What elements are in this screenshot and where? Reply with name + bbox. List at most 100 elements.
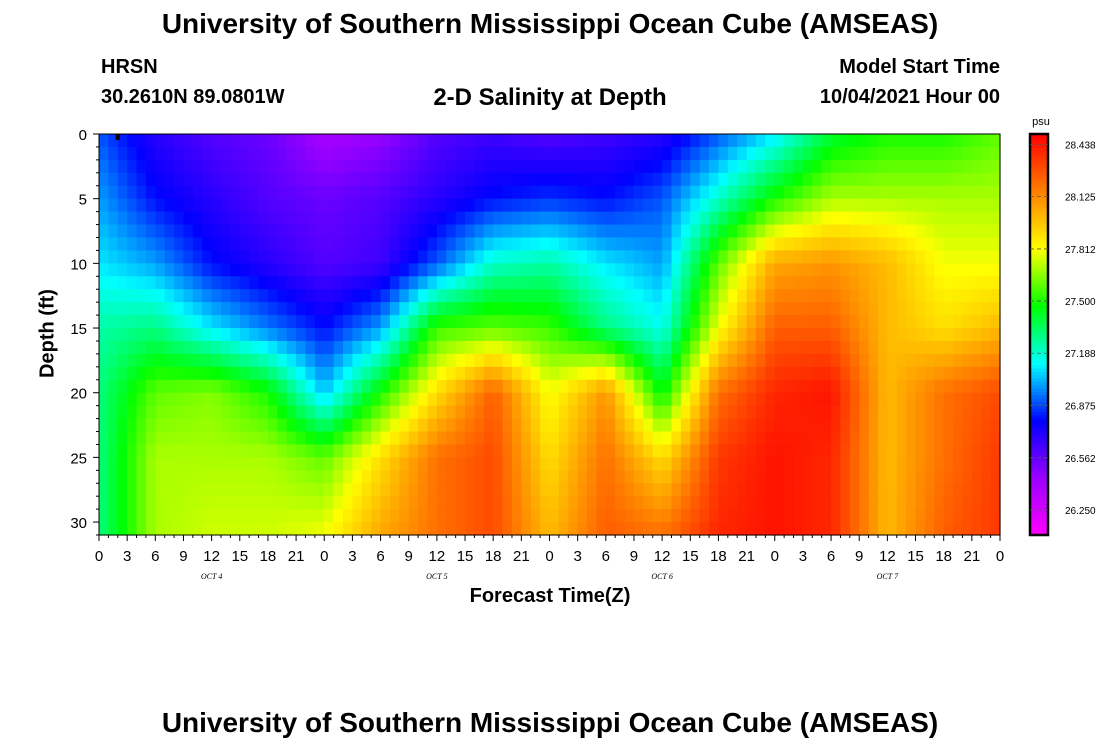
heatmap-cell: [774, 224, 785, 239]
heatmap-cell: [971, 237, 982, 252]
heatmap-cell: [859, 509, 870, 523]
heatmap-cell: [765, 263, 776, 277]
heatmap-cell: [436, 159, 447, 174]
heatmap-cell: [493, 134, 504, 148]
heatmap-cell: [117, 263, 128, 277]
heatmap-cell: [511, 470, 522, 484]
heatmap-cell: [906, 457, 917, 471]
heatmap-cell: [633, 302, 644, 316]
heatmap-cell: [183, 276, 194, 290]
heatmap-cell: [755, 328, 766, 342]
heatmap-cell: [502, 457, 513, 471]
heatmap-cell: [305, 250, 316, 264]
heatmap-cell: [605, 470, 616, 484]
heatmap-cell: [164, 211, 175, 226]
heatmap-cell: [784, 276, 795, 290]
heatmap-cell: [633, 392, 644, 407]
heatmap-cell: [314, 340, 325, 355]
heatmap-cell: [258, 328, 269, 342]
heatmap-cell: [155, 224, 166, 239]
heatmap-cell: [493, 302, 504, 316]
heatmap-cell: [840, 366, 851, 381]
heatmap-cell: [859, 315, 870, 329]
heatmap-cell: [230, 276, 241, 290]
heatmap-cell: [962, 172, 973, 187]
heatmap-cell: [699, 185, 710, 200]
heatmap-cell: [305, 457, 316, 471]
heatmap-cell: [446, 379, 457, 394]
heatmap-cell: [596, 172, 607, 187]
heatmap-cell: [971, 405, 982, 420]
heatmap-cell: [408, 483, 419, 497]
heatmap-cell: [680, 328, 691, 342]
heatmap-cell: [286, 444, 297, 458]
heatmap-cell: [511, 146, 522, 161]
colorbar-swatch: [1030, 511, 1048, 516]
heatmap-cell: [108, 289, 119, 303]
heatmap-cell: [934, 366, 945, 381]
heatmap-cell: [530, 366, 541, 381]
heatmap-cell: [821, 224, 832, 239]
heatmap-cell: [671, 522, 682, 536]
heatmap-cell: [521, 470, 532, 484]
heatmap-cell: [164, 276, 175, 290]
heatmap-cell: [962, 328, 973, 342]
heatmap-cell: [924, 470, 935, 484]
heatmap-cell: [202, 237, 213, 252]
heatmap-cell: [755, 185, 766, 200]
heatmap-cell: [990, 328, 1001, 342]
heatmap-cell: [502, 470, 513, 484]
heatmap-cell: [849, 198, 860, 213]
heatmap-cell: [314, 444, 325, 458]
heatmap-cell: [305, 405, 316, 420]
heatmap-cell: [943, 522, 954, 536]
heatmap-cell: [643, 457, 654, 471]
x-tick-label: 3: [348, 548, 356, 565]
heatmap-cell: [540, 431, 551, 446]
heatmap-cell: [943, 159, 954, 174]
colorbar-swatch: [1030, 140, 1048, 145]
heatmap-cell: [343, 172, 354, 187]
heatmap-cell: [587, 340, 598, 355]
heatmap-cell: [258, 483, 269, 497]
heatmap-cell: [549, 263, 560, 277]
heatmap-cell: [239, 392, 250, 407]
heatmap-cell: [784, 470, 795, 484]
heatmap-cell: [296, 302, 307, 316]
heatmap-cell: [549, 159, 560, 174]
heatmap-cell: [690, 276, 701, 290]
heatmap-cell: [493, 496, 504, 510]
heatmap-cell: [352, 250, 363, 264]
heatmap-cell: [474, 522, 485, 536]
heatmap-cell: [971, 353, 982, 368]
heatmap-cell: [117, 159, 128, 174]
heatmap-cell: [399, 211, 410, 226]
heatmap-cell: [183, 315, 194, 329]
heatmap-cell: [924, 302, 935, 316]
heatmap-cell: [540, 315, 551, 329]
heatmap-cell: [821, 418, 832, 433]
heatmap-cell: [474, 366, 485, 381]
heatmap-cell: [502, 340, 513, 355]
colorbar-swatch: [1030, 431, 1048, 436]
heatmap-cell: [239, 211, 250, 226]
heatmap-cell: [877, 263, 888, 277]
heatmap-cell: [549, 509, 560, 523]
heatmap-cell: [784, 134, 795, 148]
heatmap-cell: [812, 237, 823, 252]
heatmap-cell: [371, 418, 382, 433]
heatmap-cell: [511, 263, 522, 277]
heatmap-cell: [324, 418, 335, 433]
heatmap-cell: [418, 302, 429, 316]
heatmap-cell: [202, 366, 213, 381]
colorbar-swatch: [1030, 438, 1048, 443]
heatmap-cell: [399, 134, 410, 148]
heatmap-cell: [784, 379, 795, 394]
heatmap-cell: [924, 457, 935, 471]
heatmap-cell: [380, 185, 391, 200]
heatmap-cell: [812, 509, 823, 523]
heatmap-cell: [953, 250, 964, 264]
heatmap-cell: [549, 379, 560, 394]
heatmap-cell: [774, 328, 785, 342]
heatmap-cell: [380, 366, 391, 381]
